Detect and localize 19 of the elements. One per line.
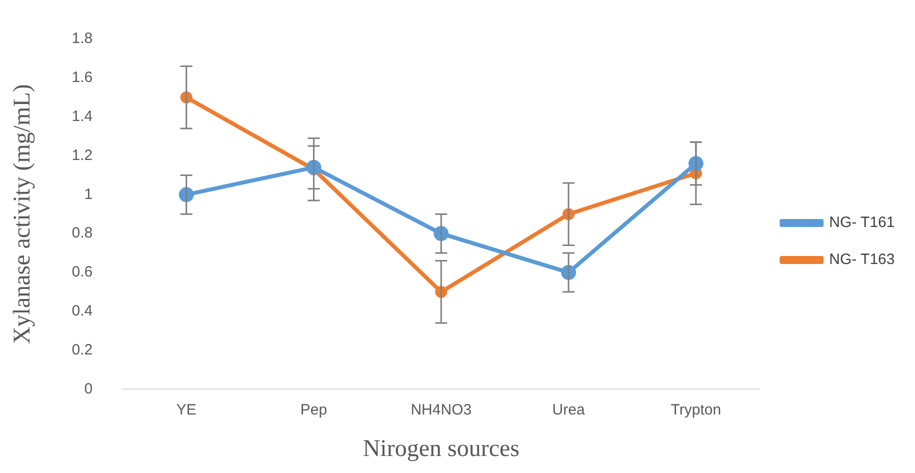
x-axis-title: Nirogen sources <box>362 436 520 462</box>
y-tick-label: 1.2 <box>72 146 93 164</box>
x-tick-label: YE <box>176 401 196 418</box>
y-tick-label: 0 <box>84 380 93 398</box>
x-tick-label: Pep <box>300 401 328 418</box>
x-tick-label: Trypton <box>670 401 722 418</box>
y-tick-label: 0.2 <box>72 341 93 358</box>
y-tick-label: 1.4 <box>72 108 93 125</box>
y-tick-label: 0.6 <box>72 264 93 281</box>
y-tick-label: 1.6 <box>72 69 93 86</box>
legend-label: NG- T163 <box>829 251 895 268</box>
y-tick-label: 0.4 <box>72 302 93 320</box>
y-tick-label: 1.8 <box>72 30 93 48</box>
y-axis-title: Xylanase activity (mg/mL) <box>10 84 36 344</box>
legend-label: NG- T161 <box>829 214 895 232</box>
x-tick-label: Urea <box>552 401 586 418</box>
y-tick-label: 0.8 <box>72 224 93 242</box>
y-tick-label: 1 <box>84 186 93 203</box>
x-tick-label: NH4NO3 <box>410 401 472 418</box>
